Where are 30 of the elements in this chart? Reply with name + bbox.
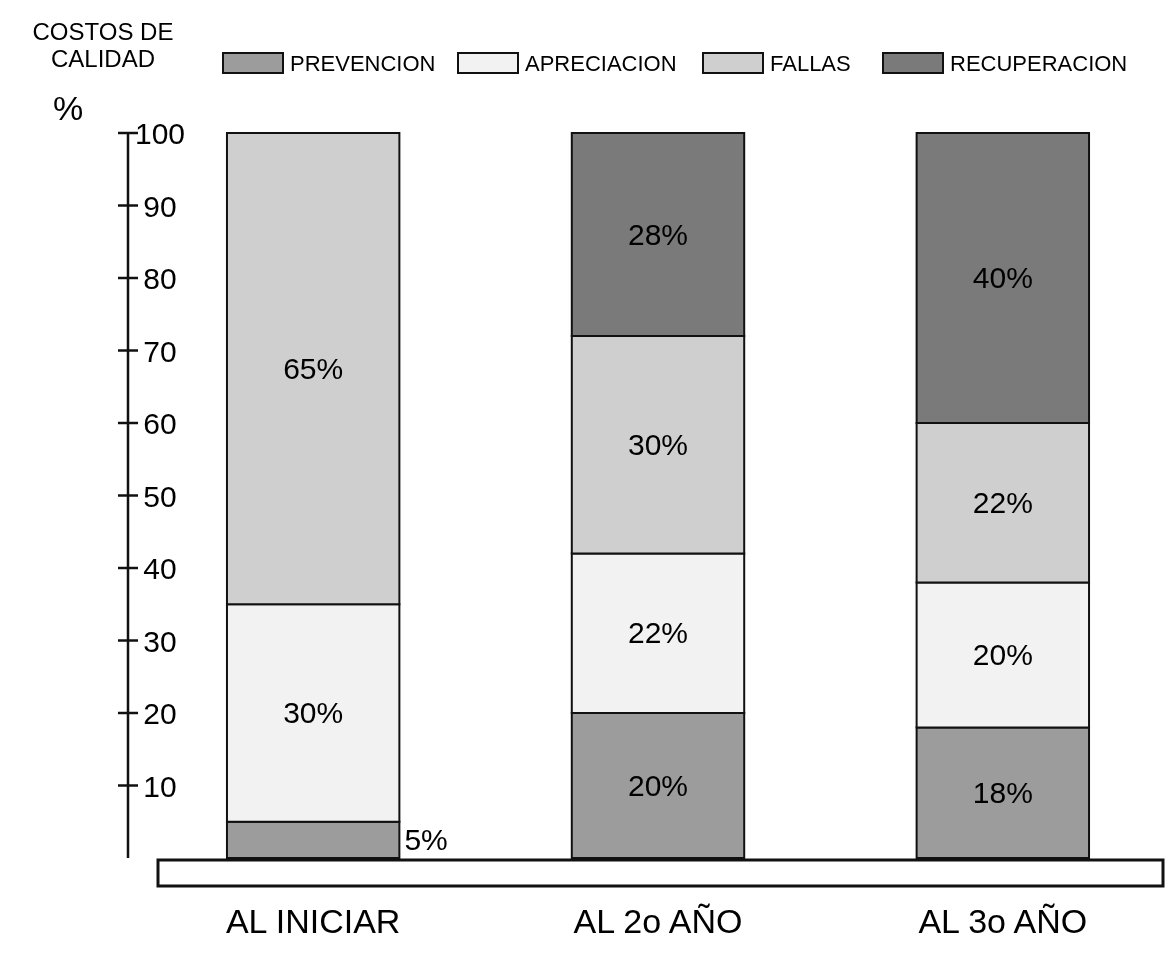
x-tick-label: AL 2o AÑO	[573, 902, 743, 940]
y-tick-label: 80	[143, 262, 177, 295]
y-tick-label: 50	[143, 479, 177, 513]
y-tick-label: 100	[134, 117, 186, 150]
data-label: 20%	[627, 768, 689, 802]
legend-label: APRECIACION	[525, 51, 677, 76]
y-tick-label: 60	[143, 407, 177, 440]
y-tick-label: 10	[143, 769, 177, 803]
data-label: 28%	[627, 217, 689, 251]
y-tick-label: 40	[143, 552, 177, 585]
y-tick-label: 20	[143, 697, 177, 730]
data-label: 18%	[972, 775, 1033, 809]
y-tick-label: 30	[143, 624, 177, 658]
legend-label: PREVENCION	[290, 51, 436, 76]
chart-title: COSTOS DE CALIDAD	[32, 18, 174, 72]
data-label: 30%	[283, 696, 344, 729]
data-label: 22%	[627, 616, 689, 650]
legend-label: FALLAS	[770, 51, 851, 76]
x-tick-label: AL 3o AÑO	[918, 902, 1088, 940]
y-tick-label: 90	[143, 189, 177, 223]
x-tick-label: AL INICIAR	[225, 902, 401, 940]
y-axis-title: %	[52, 89, 84, 127]
data-label: 22%	[972, 485, 1033, 519]
y-tick-label: 70	[143, 334, 177, 368]
data-label: 5%	[404, 822, 448, 856]
data-label: 20%	[972, 638, 1033, 671]
data-label: 40%	[972, 261, 1033, 294]
data-label: 65%	[283, 351, 344, 385]
legend-label: RECUPERACION	[950, 51, 1128, 76]
data-label: 30%	[627, 427, 689, 461]
